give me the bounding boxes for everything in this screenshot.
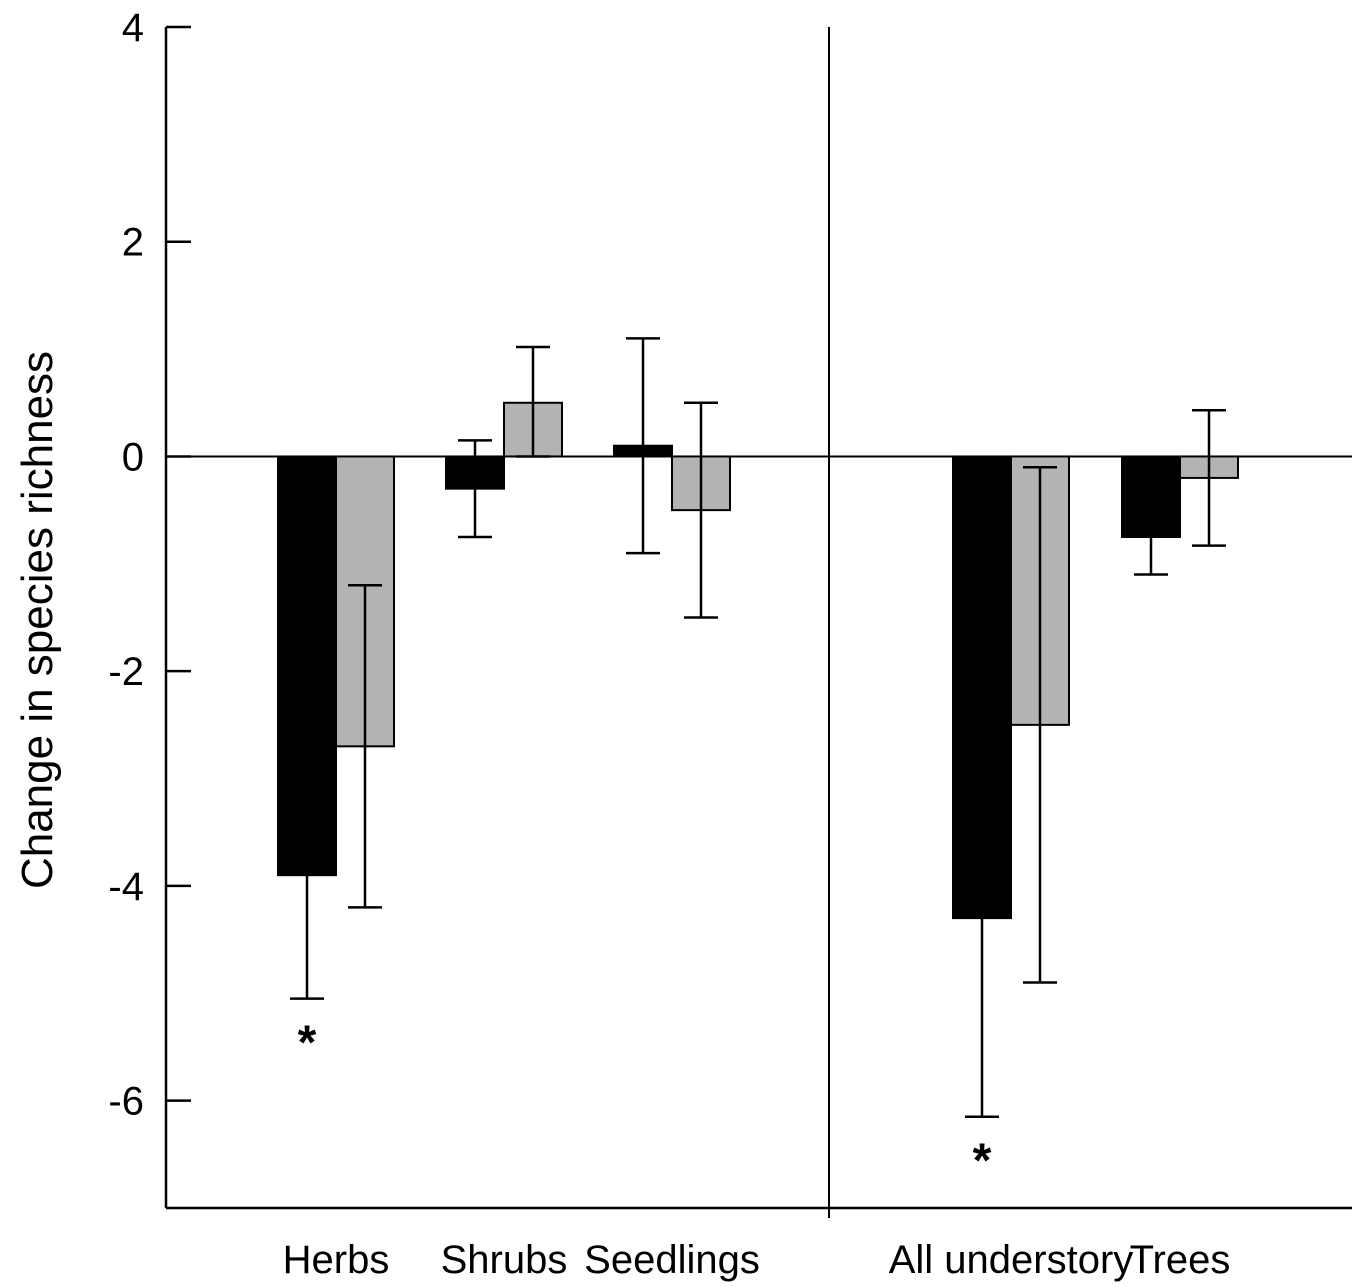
category-label: All understory bbox=[889, 1238, 1134, 1282]
y-tick-label: -2 bbox=[108, 650, 144, 694]
y-tick-label: -4 bbox=[108, 865, 144, 909]
y-tick-label: 0 bbox=[122, 435, 144, 479]
significance-marker: * bbox=[298, 1017, 317, 1070]
bar bbox=[1121, 455, 1181, 538]
bar bbox=[952, 455, 1012, 920]
category-label: Herbs bbox=[283, 1238, 390, 1282]
y-tick-label: 4 bbox=[122, 6, 144, 50]
bars bbox=[277, 401, 1239, 920]
y-axis-title: Change in species richness bbox=[13, 351, 62, 889]
significance-marker: * bbox=[973, 1135, 992, 1188]
y-tick-label: 2 bbox=[122, 221, 144, 265]
y-tick-label: -6 bbox=[108, 1080, 144, 1124]
bar bbox=[277, 455, 337, 877]
category-label: Shrubs bbox=[441, 1238, 568, 1282]
category-label: Seedlings bbox=[584, 1238, 760, 1282]
error-bars bbox=[290, 337, 1226, 1118]
category-label: Trees bbox=[1130, 1238, 1231, 1282]
